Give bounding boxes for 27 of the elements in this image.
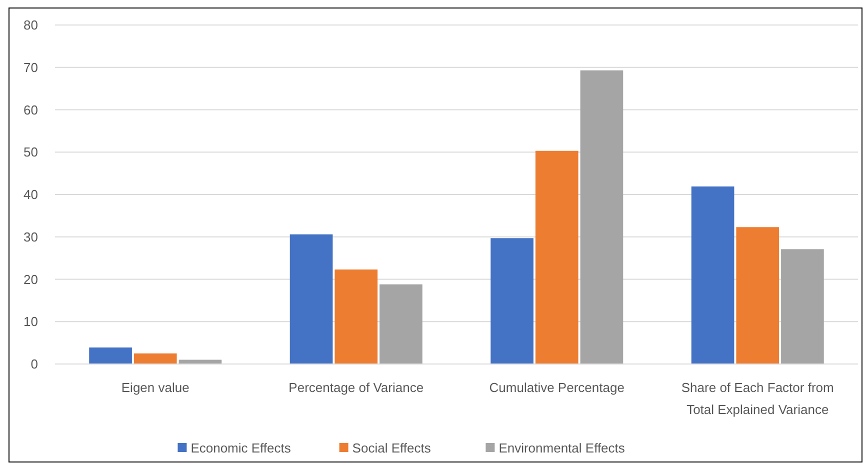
x-tick-label: Percentage of Variance <box>288 380 424 395</box>
bar <box>691 186 734 364</box>
y-tick-label: 50 <box>24 144 38 160</box>
bar <box>134 353 177 364</box>
legend-label: Environmental Effects <box>498 440 626 456</box>
x-tick-label: Share of Each Factor from Total Explained Variance <box>681 380 834 417</box>
bar <box>781 249 824 364</box>
legend-label: Economic Effects <box>190 440 292 456</box>
bar <box>490 238 534 364</box>
legend-label: Social Effects <box>352 440 432 456</box>
y-tick-label: 40 <box>24 187 38 202</box>
y-tick-label: 10 <box>24 314 38 330</box>
y-tick-label: 20 <box>24 272 38 287</box>
y-tick-label: 70 <box>24 60 38 75</box>
y-tick-label: 80 <box>24 18 38 33</box>
y-tick-label: 30 <box>24 229 38 244</box>
y-tick-label: 60 <box>24 102 38 118</box>
bar <box>580 70 624 364</box>
y-tick-label: 0 <box>30 356 38 372</box>
bar <box>736 227 780 364</box>
bar <box>535 150 578 364</box>
bar <box>334 270 378 364</box>
bar <box>380 284 422 364</box>
bar <box>290 234 333 364</box>
x-tick-label: Cumulative Percentage <box>489 380 624 395</box>
bar <box>89 347 132 364</box>
x-tick-label: Eigen value <box>121 380 190 395</box>
